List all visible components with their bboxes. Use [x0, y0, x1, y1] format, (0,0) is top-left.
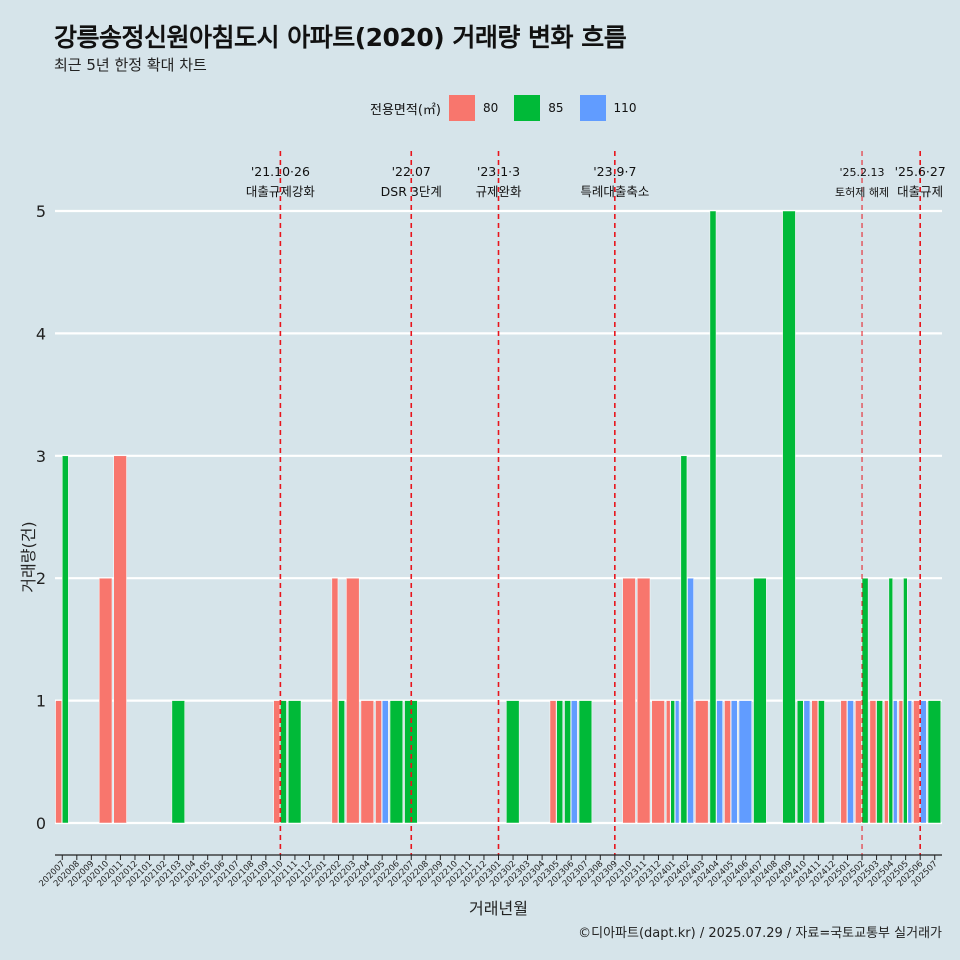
- bar-202501-80: [840, 700, 848, 824]
- bar-202204-80: [360, 700, 374, 824]
- bar-202407-85: [753, 577, 767, 824]
- event-date-label: '23.9·7: [593, 164, 636, 179]
- source-caption: ©디아파트(dapt.kr) / 2025.07.29 / 자료=국토교통부 실…: [578, 926, 942, 941]
- bar-202401-80: [666, 700, 671, 824]
- bar-202401-110: [674, 700, 680, 824]
- bar-202411-80: [811, 700, 819, 824]
- bar-202502-85: [861, 577, 869, 824]
- bar-202111-85: [287, 700, 302, 824]
- bar-202305-85: [556, 700, 564, 824]
- event-date-label: '25.6·27: [895, 164, 946, 179]
- bar-202307-85: [578, 700, 593, 824]
- bar-202007-85: [62, 455, 69, 824]
- bar-202505-85: [903, 577, 908, 824]
- bar-202402-110: [687, 577, 694, 824]
- bar-202406-110: [738, 700, 753, 824]
- bar-202411-85: [818, 700, 825, 824]
- legend-label-110: 110: [613, 101, 637, 115]
- bar-202206-85: [389, 700, 404, 824]
- bar-202504-110: [893, 700, 898, 824]
- y-tick-label: 5: [36, 202, 46, 221]
- bar-202404-110: [716, 700, 723, 824]
- bar-202410-85: [796, 700, 804, 824]
- bar-202205-110: [381, 700, 389, 824]
- bar-202103-85: [171, 700, 185, 824]
- x-axis-title: 거래년월: [469, 899, 528, 918]
- bar-202203-80: [346, 577, 360, 824]
- bar-202302-85: [506, 700, 520, 824]
- y-tick-label: 1: [36, 692, 46, 711]
- event-name-label: 특례대출축소: [580, 184, 649, 199]
- bar-202007-80: [55, 700, 62, 824]
- event-name-label: 토허제 해제: [835, 185, 889, 199]
- bar-202312-80: [651, 700, 665, 824]
- bar-202401-85: [670, 700, 675, 824]
- y-tick-label: 4: [36, 324, 46, 343]
- bar-202503-85: [876, 700, 883, 824]
- event-name-label: DSR 3단계: [381, 184, 442, 199]
- event-name-label: 대출규제: [897, 184, 943, 199]
- bar-202502-80: [855, 700, 862, 824]
- bar-202306-85: [564, 700, 571, 824]
- chart-subtitle: 최근 5년 한정 확대 차트: [54, 56, 207, 74]
- bar-202404-85: [709, 210, 717, 824]
- legend: 전용면적(㎡) 80 85 110: [370, 94, 652, 122]
- bar-202306-110: [570, 700, 578, 824]
- y-tick-label: 3: [36, 447, 46, 466]
- bar-202506-80: [913, 700, 920, 824]
- bar-202505-110: [907, 700, 912, 824]
- bar-202110-85: [280, 700, 287, 824]
- bar-202507-85: [927, 700, 942, 824]
- bar-202010-80: [98, 577, 113, 824]
- event-date-label: '21.10·26: [251, 164, 310, 179]
- legend-label-80: 80: [482, 101, 499, 115]
- y-tick-label: 2: [36, 569, 46, 588]
- bar-202202-85: [338, 700, 345, 824]
- bar-202310-80: [622, 577, 636, 824]
- bar-202409-85: [782, 210, 796, 824]
- bar-202410-110: [803, 700, 811, 824]
- event-date-label: '22.07: [392, 164, 431, 179]
- event-date-label: '23.1·3: [477, 164, 520, 179]
- bar-202311-80: [636, 577, 651, 824]
- bar-202110-80: [273, 700, 281, 824]
- bar-202504-85: [888, 577, 893, 824]
- y-axis-title: 거래량(건): [19, 521, 38, 592]
- bar-202506-110: [919, 700, 927, 824]
- bar-202403-80: [695, 700, 709, 824]
- bar-202011-80: [113, 455, 127, 824]
- legend-key-80: [448, 95, 475, 121]
- bar-202205-80: [375, 700, 382, 824]
- event-name-label: 규제완화: [475, 184, 522, 199]
- bar-202501-110: [847, 700, 854, 824]
- bar-202402-85: [680, 455, 688, 824]
- bar-202503-80: [869, 700, 877, 824]
- bar-202305-80: [549, 700, 557, 824]
- legend-title: 전용면적(㎡): [370, 102, 441, 118]
- bar-202405-110: [730, 700, 738, 824]
- bar-202405-80: [724, 700, 731, 824]
- y-tick-label: 0: [36, 814, 46, 833]
- event-date-label: '25.2.13: [840, 166, 885, 179]
- event-name-label: 대출규제강화: [246, 184, 316, 199]
- legend-key-85: [514, 95, 541, 121]
- chart-title: 강릉송정신원아침도시 아파트(2020) 거래량 변화 흐름: [54, 23, 627, 52]
- legend-label-85: 85: [548, 101, 564, 115]
- legend-key-110: [579, 95, 606, 121]
- bar-202505-80: [898, 700, 904, 824]
- bar-202202-80: [331, 577, 339, 824]
- bar-202504-80: [884, 700, 889, 824]
